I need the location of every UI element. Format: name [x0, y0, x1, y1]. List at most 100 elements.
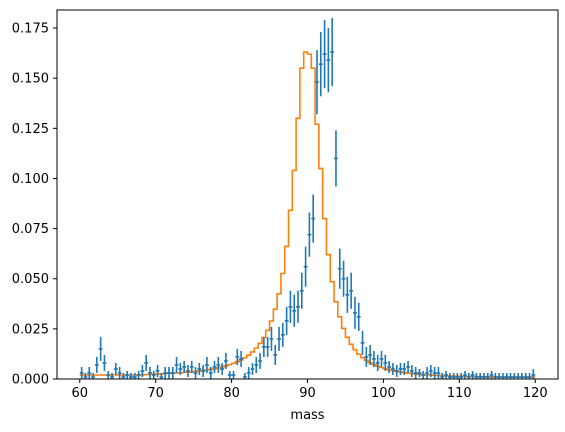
data-point [292, 294, 297, 327]
y-tick-label: 0.000 [12, 373, 49, 388]
data-point [216, 356, 221, 373]
y-tick-label: 0.125 [12, 122, 49, 137]
data-point [208, 366, 213, 379]
data-point [440, 372, 445, 379]
data-point [110, 372, 114, 379]
data-point [436, 366, 441, 379]
data-point [409, 364, 414, 377]
data-point [186, 364, 190, 377]
data-point [303, 246, 308, 287]
data-point [284, 306, 289, 335]
data-point [489, 370, 494, 379]
data-point [353, 296, 357, 329]
data-point [113, 362, 118, 375]
data-point [413, 366, 418, 379]
data-point [497, 372, 502, 379]
data-point [493, 372, 498, 379]
data-point [117, 366, 122, 379]
data-point [102, 354, 107, 371]
data-point [394, 364, 399, 377]
data-point [193, 366, 198, 379]
data-point [311, 194, 316, 243]
y-tick-label: 0.050 [12, 272, 49, 287]
data-point [516, 372, 521, 379]
data-point [91, 372, 95, 379]
data-point [387, 360, 391, 373]
data-point [167, 366, 171, 379]
data-point [345, 276, 350, 313]
data-point [151, 370, 156, 379]
data-point [417, 368, 422, 377]
data-point [368, 344, 373, 365]
data-point [341, 260, 346, 297]
data-point [296, 290, 300, 323]
y-tick-label: 0.100 [12, 172, 49, 187]
data-point [83, 372, 88, 379]
data-point [197, 362, 202, 375]
data-point [474, 372, 479, 379]
data-point [280, 322, 285, 347]
data-point [220, 362, 224, 375]
y-tick-label: 0.150 [12, 72, 49, 87]
data-point [212, 360, 217, 373]
data-point [466, 372, 471, 379]
data-point [330, 18, 335, 87]
x-tick-label: 70 [147, 386, 164, 401]
data-point [375, 354, 380, 371]
data-point [463, 370, 467, 379]
x-axis-ticks: 60 70 80 90 100 110 120 [71, 379, 548, 401]
data-point [121, 372, 126, 379]
data-point [254, 356, 259, 373]
fit-step-line [79, 51, 536, 378]
data-point [398, 362, 403, 375]
data-point [322, 20, 327, 89]
data-point [383, 354, 388, 371]
data-point [231, 370, 236, 379]
data-point [159, 372, 164, 379]
data-point [527, 372, 532, 379]
data-point [512, 372, 517, 379]
data-point [531, 368, 536, 379]
data-point [242, 372, 247, 379]
data-point [189, 360, 194, 373]
data-point [421, 370, 426, 379]
step-line-path [79, 51, 536, 378]
data-point [239, 350, 243, 367]
data-point [455, 372, 460, 379]
data-point [129, 372, 133, 379]
data-point [269, 326, 274, 351]
y-tick-label: 0.075 [12, 222, 49, 237]
data-point [364, 346, 369, 367]
data-point [379, 350, 384, 367]
data-point [508, 372, 513, 379]
y-tick-label: 0.175 [12, 22, 49, 37]
data-point [182, 360, 187, 373]
y-tick-label: 0.025 [12, 322, 49, 337]
data-point [94, 356, 99, 373]
data-point [372, 350, 376, 367]
x-tick-label: 110 [447, 386, 472, 401]
data-point [459, 372, 464, 379]
data-point [478, 372, 483, 379]
data-point [482, 372, 486, 379]
data-point [273, 344, 278, 365]
data-point [451, 372, 456, 379]
data-point [140, 364, 145, 377]
x-tick-label: 90 [299, 386, 316, 401]
data-point [307, 212, 312, 257]
data-point [144, 354, 149, 371]
data-point [432, 366, 437, 379]
data-point [250, 362, 255, 375]
x-tick-label: 100 [371, 386, 396, 401]
data-point [261, 336, 266, 357]
data-point [201, 364, 206, 377]
y-axis-ticks: 0.000 0.025 0.050 0.075 0.100 0.125 0.150 0.175 [12, 22, 57, 388]
data-point [391, 362, 395, 375]
data-errorbars [79, 18, 536, 379]
data-point [349, 272, 354, 309]
x-tick-label: 120 [523, 386, 548, 401]
data-point [299, 272, 304, 309]
data-point [470, 370, 475, 379]
